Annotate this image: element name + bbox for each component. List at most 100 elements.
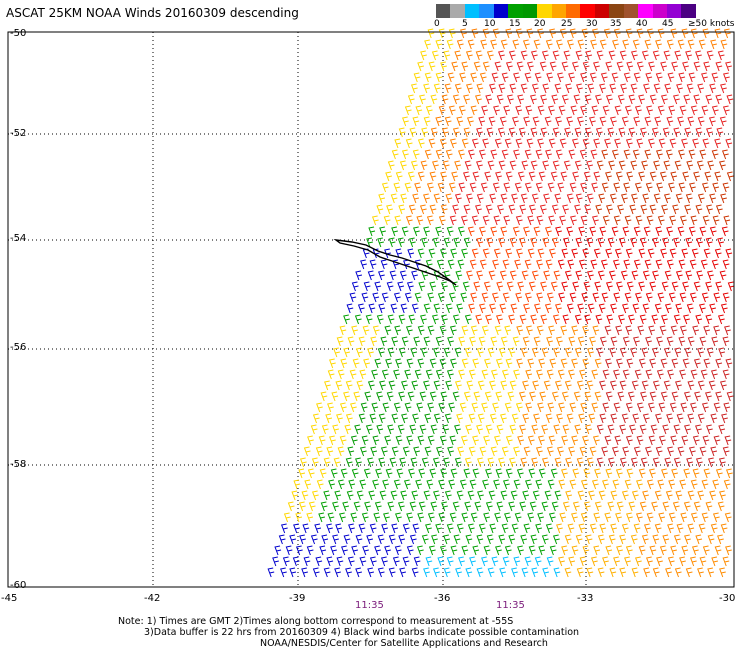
wind-barb xyxy=(473,61,481,72)
wind-barb xyxy=(648,61,655,72)
wind-barb xyxy=(582,61,590,72)
wind-barb xyxy=(628,127,636,138)
wind-barb xyxy=(448,402,455,413)
wind-barb xyxy=(548,215,555,226)
wind-barb xyxy=(722,259,730,270)
wind-barb xyxy=(365,424,373,435)
legend-tick-labels: 0 5 10 15 20 25 30 35 40 45 ≥50 knots xyxy=(430,19,740,31)
wind-barb xyxy=(717,50,725,61)
wind-barb xyxy=(398,534,406,545)
wind-barb xyxy=(323,490,331,501)
wind-barb xyxy=(702,138,710,149)
wind-barb xyxy=(605,281,613,292)
wind-barb xyxy=(456,413,463,424)
wind-barb xyxy=(683,468,691,479)
wind-barb xyxy=(562,314,570,325)
wind-barb xyxy=(594,281,602,292)
wind-barb xyxy=(689,556,697,567)
wind-barb xyxy=(639,424,647,435)
wind-barb xyxy=(562,204,569,215)
legend-swatch xyxy=(479,4,494,18)
wind-barb xyxy=(395,171,403,182)
wind-barb xyxy=(644,39,652,50)
wind-barb xyxy=(553,424,561,435)
wind-barb xyxy=(378,303,386,314)
wind-barb xyxy=(411,303,419,314)
wind-barb xyxy=(386,281,394,292)
wind-barb xyxy=(679,215,687,226)
wind-barb xyxy=(378,457,386,468)
wind-barb xyxy=(385,358,392,369)
wind-barb xyxy=(653,193,661,204)
wind-barb xyxy=(492,259,499,270)
wind-barb xyxy=(358,523,366,534)
wind-barb xyxy=(690,512,698,523)
wind-barb xyxy=(584,127,592,138)
wind-barb xyxy=(472,171,480,182)
wind-barb xyxy=(505,248,513,259)
wind-barb xyxy=(636,402,644,413)
wind-barb xyxy=(509,424,517,435)
wind-barb xyxy=(421,237,428,248)
wind-barb xyxy=(463,237,471,248)
wind-barb xyxy=(581,28,589,39)
wind-barb xyxy=(568,369,575,380)
wind-barb xyxy=(412,116,420,127)
wind-barb xyxy=(692,325,700,336)
wind-barb xyxy=(581,292,589,303)
wind-barb xyxy=(387,501,395,512)
wind-barb xyxy=(418,468,426,479)
wind-barb xyxy=(673,424,681,435)
wind-barb xyxy=(438,28,446,39)
wind-barb xyxy=(508,534,516,545)
wind-barb xyxy=(458,556,465,567)
wind-barb xyxy=(333,457,341,468)
wind-barb xyxy=(693,358,701,369)
wind-barb xyxy=(379,490,387,501)
wind-barb xyxy=(408,237,416,248)
wind-barb xyxy=(427,28,435,39)
wind-barb xyxy=(396,468,404,479)
wind-barb xyxy=(371,402,379,413)
wind-barb xyxy=(401,413,408,424)
wind-barb xyxy=(452,314,460,325)
wind-barb xyxy=(592,325,600,336)
wind-barb xyxy=(433,490,440,501)
wind-barb xyxy=(421,270,429,281)
wind-barb xyxy=(571,545,579,556)
wind-barb xyxy=(651,127,659,138)
wind-barb xyxy=(643,226,651,237)
wind-barb xyxy=(642,193,650,204)
wind-barb xyxy=(585,50,593,61)
wind-barb xyxy=(612,259,620,270)
wind-barb xyxy=(448,28,456,39)
wind-barb xyxy=(470,72,478,83)
wind-barb xyxy=(559,138,567,149)
wind-barb xyxy=(619,567,627,578)
wind-barb xyxy=(315,446,323,457)
wind-barb xyxy=(607,237,615,248)
wind-barb xyxy=(458,369,465,380)
wind-barb xyxy=(673,314,681,325)
wind-barb xyxy=(609,83,617,94)
wind-barb xyxy=(646,105,653,116)
wind-barb xyxy=(472,358,480,369)
wind-barb xyxy=(612,479,620,490)
wind-barb xyxy=(442,160,450,171)
wind-barb xyxy=(447,259,455,270)
wind-barb xyxy=(332,501,339,512)
wind-barb xyxy=(366,237,374,248)
wind-barb xyxy=(625,28,633,39)
wind-barb xyxy=(367,347,374,358)
wind-barb xyxy=(636,28,644,39)
wind-barb xyxy=(502,259,510,270)
wind-barb xyxy=(556,413,563,424)
wind-barb xyxy=(460,215,468,226)
wind-barb xyxy=(646,215,654,226)
wind-barb xyxy=(390,303,398,314)
wind-barb xyxy=(604,512,612,523)
wind-barb xyxy=(712,512,720,523)
wind-barb xyxy=(725,468,733,479)
wind-barb xyxy=(550,468,558,479)
wind-barb xyxy=(370,446,378,457)
